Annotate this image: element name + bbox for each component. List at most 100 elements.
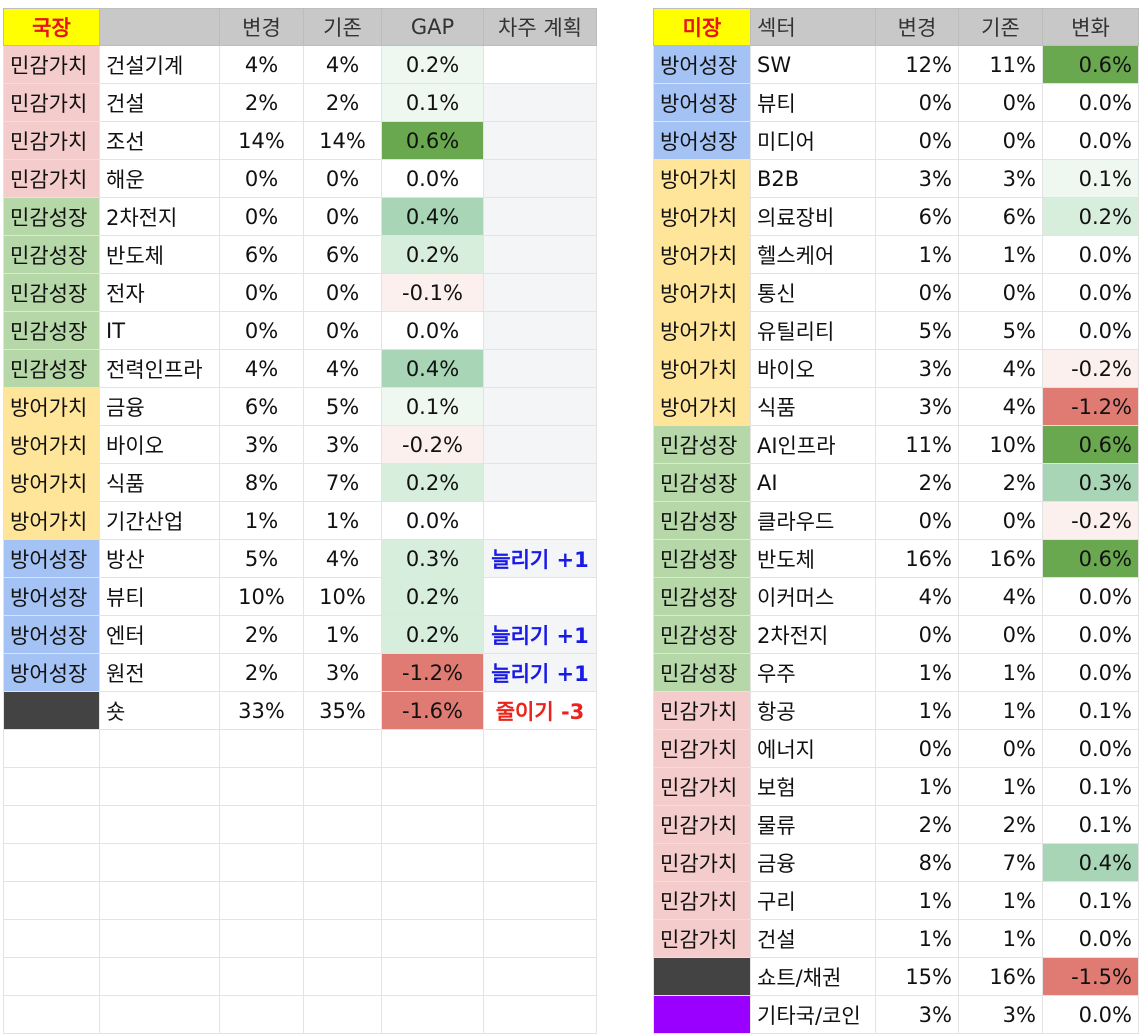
- new-weight-cell[interactable]: 3%: [875, 387, 959, 426]
- sector-cell[interactable]: 뷰티: [99, 577, 220, 616]
- change-cell[interactable]: 0.0%: [1042, 273, 1139, 312]
- old-weight-cell[interactable]: 1%: [958, 881, 1043, 920]
- empty-cell[interactable]: [483, 843, 597, 882]
- empty-cell[interactable]: [219, 919, 304, 958]
- old-weight-cell[interactable]: 4%: [303, 539, 382, 578]
- new-weight-cell[interactable]: 6%: [219, 387, 304, 426]
- next-week-plan-cell[interactable]: [483, 425, 597, 464]
- old-weight-cell[interactable]: 6%: [958, 197, 1043, 236]
- sector-cell[interactable]: AI: [750, 463, 876, 502]
- change-cell[interactable]: 0.6%: [1042, 45, 1139, 84]
- sector-cell[interactable]: 조선: [99, 121, 220, 160]
- gap-cell[interactable]: 0.2%: [381, 615, 484, 654]
- change-header[interactable]: 변화: [1042, 8, 1139, 46]
- old-weight-cell[interactable]: 4%: [958, 577, 1043, 616]
- change-cell[interactable]: 0.0%: [1042, 121, 1139, 160]
- new-weight-cell[interactable]: 2%: [219, 653, 304, 692]
- empty-cell[interactable]: [381, 957, 484, 996]
- empty-cell[interactable]: [3, 729, 100, 768]
- sector-cell[interactable]: 건설: [99, 83, 220, 122]
- sector-cell[interactable]: B2B: [750, 159, 876, 198]
- old-weight-header[interactable]: 기존: [303, 8, 382, 46]
- new-weight-header[interactable]: 변경: [219, 8, 304, 46]
- empty-cell[interactable]: [3, 881, 100, 920]
- old-weight-cell[interactable]: 4%: [303, 349, 382, 388]
- sector-cell[interactable]: AI인프라: [750, 425, 876, 464]
- change-cell[interactable]: 0.0%: [1042, 995, 1139, 1034]
- old-weight-cell[interactable]: 3%: [958, 995, 1043, 1034]
- new-weight-cell[interactable]: 2%: [219, 83, 304, 122]
- style-tag-cell[interactable]: 민감성장: [653, 463, 751, 502]
- empty-cell[interactable]: [483, 767, 597, 806]
- change-cell[interactable]: 0.0%: [1042, 919, 1139, 958]
- change-cell[interactable]: -0.2%: [1042, 501, 1139, 540]
- gap-cell[interactable]: -1.6%: [381, 691, 484, 730]
- change-cell[interactable]: 0.1%: [1042, 691, 1139, 730]
- change-cell[interactable]: 0.0%: [1042, 83, 1139, 122]
- gap-cell[interactable]: -0.2%: [381, 425, 484, 464]
- empty-cell[interactable]: [303, 995, 382, 1034]
- empty-cell[interactable]: [3, 919, 100, 958]
- empty-cell[interactable]: [219, 843, 304, 882]
- sector-cell[interactable]: 통신: [750, 273, 876, 312]
- new-weight-cell[interactable]: 3%: [875, 349, 959, 388]
- old-weight-cell[interactable]: 2%: [958, 463, 1043, 502]
- old-weight-cell[interactable]: 4%: [958, 387, 1043, 426]
- sector-cell[interactable]: 구리: [750, 881, 876, 920]
- change-cell[interactable]: 0.0%: [1042, 311, 1139, 350]
- old-weight-cell[interactable]: 6%: [303, 235, 382, 274]
- new-weight-cell[interactable]: 3%: [875, 159, 959, 198]
- sector-cell[interactable]: 헬스케어: [750, 235, 876, 274]
- new-weight-cell[interactable]: 1%: [875, 691, 959, 730]
- empty-cell[interactable]: [99, 919, 220, 958]
- old-weight-cell[interactable]: 1%: [303, 501, 382, 540]
- old-weight-cell[interactable]: 0%: [303, 311, 382, 350]
- gap-cell[interactable]: -1.2%: [381, 653, 484, 692]
- sector-cell[interactable]: 바이오: [99, 425, 220, 464]
- gap-cell[interactable]: 0.0%: [381, 501, 484, 540]
- empty-cell[interactable]: [303, 881, 382, 920]
- old-weight-cell[interactable]: 3%: [303, 653, 382, 692]
- gap-cell[interactable]: 0.4%: [381, 197, 484, 236]
- sector-cell[interactable]: 바이오: [750, 349, 876, 388]
- old-weight-cell[interactable]: 0%: [303, 159, 382, 198]
- empty-cell[interactable]: [3, 805, 100, 844]
- style-tag-cell[interactable]: 민감성장: [3, 311, 100, 350]
- old-weight-cell[interactable]: 3%: [958, 159, 1043, 198]
- new-weight-cell[interactable]: 0%: [875, 615, 959, 654]
- old-weight-cell[interactable]: 7%: [303, 463, 382, 502]
- style-tag-cell[interactable]: 민감가치: [653, 691, 751, 730]
- sector-cell[interactable]: 건설기계: [99, 45, 220, 84]
- new-weight-cell[interactable]: 3%: [219, 425, 304, 464]
- style-tag-cell[interactable]: 방어성장: [653, 83, 751, 122]
- next-week-plan-cell[interactable]: [483, 311, 597, 350]
- gap-cell[interactable]: 0.2%: [381, 235, 484, 274]
- empty-cell[interactable]: [99, 881, 220, 920]
- style-tag-cell[interactable]: 방어가치: [3, 463, 100, 502]
- sector-cell[interactable]: 보험: [750, 767, 876, 806]
- old-weight-cell[interactable]: 0%: [958, 273, 1043, 312]
- old-weight-cell[interactable]: 1%: [958, 767, 1043, 806]
- old-weight-cell[interactable]: 5%: [303, 387, 382, 426]
- style-tag-cell[interactable]: 민감가치: [3, 83, 100, 122]
- style-tag-cell[interactable]: 방어가치: [653, 159, 751, 198]
- empty-cell[interactable]: [99, 843, 220, 882]
- style-tag-cell[interactable]: 민감성장: [3, 235, 100, 274]
- new-weight-cell[interactable]: 1%: [875, 767, 959, 806]
- next-week-plan-cell[interactable]: [483, 159, 597, 198]
- next-week-plan-cell[interactable]: [483, 463, 597, 502]
- sector-cell[interactable]: 2차전지: [99, 197, 220, 236]
- old-weight-cell[interactable]: 16%: [958, 957, 1043, 996]
- empty-cell[interactable]: [219, 805, 304, 844]
- empty-cell[interactable]: [483, 919, 597, 958]
- new-weight-cell[interactable]: 10%: [219, 577, 304, 616]
- sector-cell[interactable]: 엔터: [99, 615, 220, 654]
- style-tag-cell[interactable]: [653, 995, 751, 1034]
- old-weight-cell[interactable]: 1%: [958, 691, 1043, 730]
- style-tag-cell[interactable]: [653, 957, 751, 996]
- style-tag-cell[interactable]: 방어성장: [653, 121, 751, 160]
- empty-cell[interactable]: [303, 919, 382, 958]
- change-cell[interactable]: 0.0%: [1042, 729, 1139, 768]
- style-tag-cell[interactable]: 방어가치: [3, 501, 100, 540]
- new-weight-cell[interactable]: 0%: [875, 273, 959, 312]
